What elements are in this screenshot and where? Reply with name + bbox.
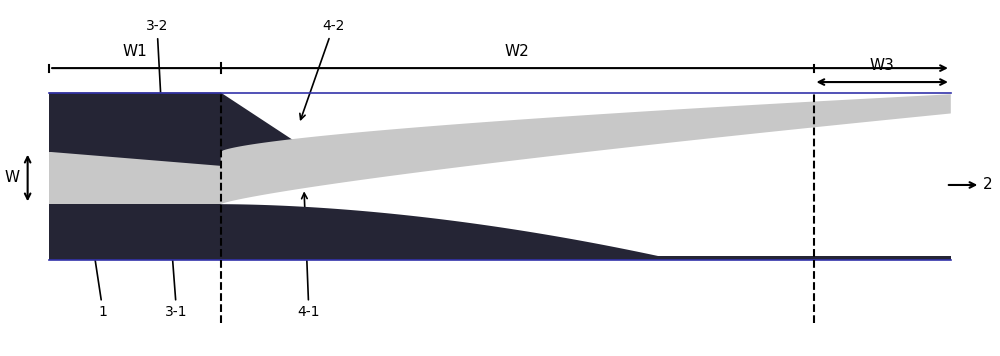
Text: W: W: [5, 171, 20, 185]
Text: W2: W2: [505, 44, 530, 59]
Text: W1: W1: [123, 44, 147, 59]
Text: W3: W3: [870, 58, 895, 73]
Text: 4-2: 4-2: [300, 19, 345, 120]
Polygon shape: [49, 204, 951, 260]
Polygon shape: [49, 152, 221, 204]
Polygon shape: [221, 94, 951, 204]
Polygon shape: [49, 93, 221, 260]
Text: 1: 1: [92, 252, 108, 319]
Text: 4-1: 4-1: [298, 193, 320, 319]
Polygon shape: [221, 256, 951, 260]
Polygon shape: [49, 93, 348, 176]
Text: 3-1: 3-1: [165, 252, 188, 319]
FancyBboxPatch shape: [49, 93, 951, 260]
Text: 3-2: 3-2: [146, 19, 168, 112]
Text: 2: 2: [983, 178, 993, 193]
